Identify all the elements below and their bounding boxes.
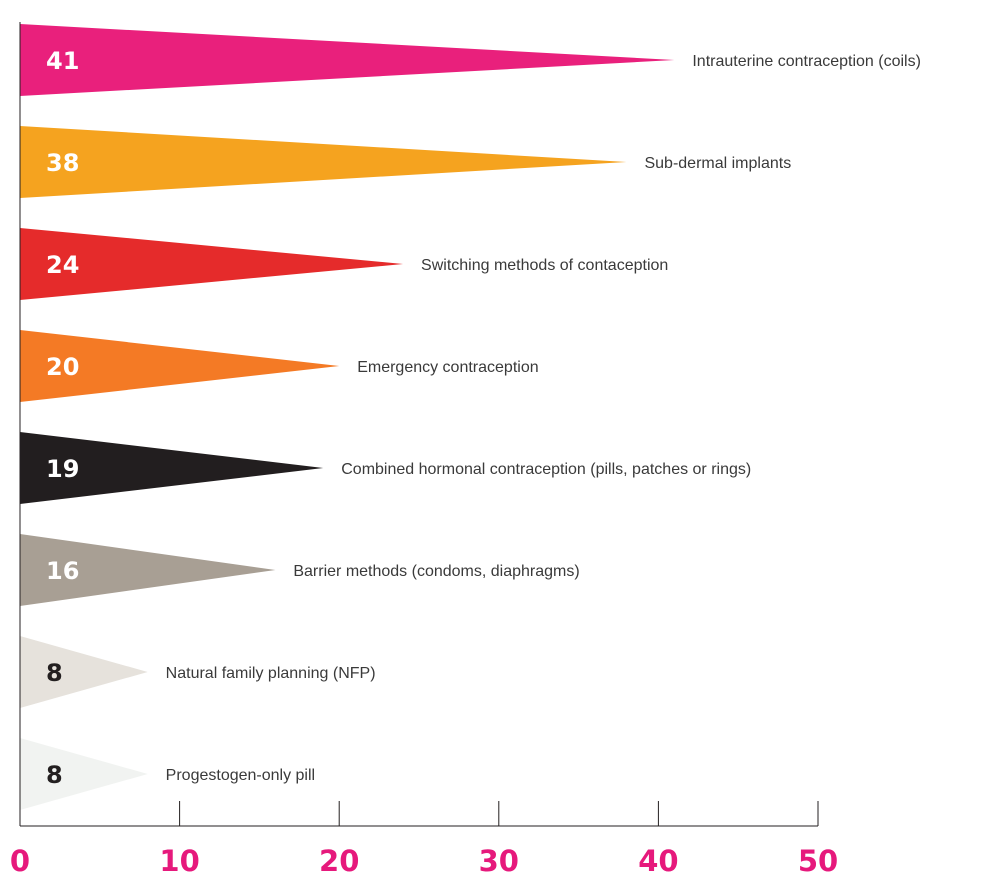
- value-label-2: 38: [46, 149, 79, 177]
- category-label-6: Barrier methods (condoms, diaphragms): [293, 563, 579, 580]
- x-tick-label-40: 40: [638, 844, 678, 872]
- value-label-4: 20: [46, 353, 79, 381]
- category-label-1: Intrauterine contraception (coils): [692, 53, 921, 70]
- value-label-5: 19: [46, 455, 79, 483]
- category-label-5: Combined hormonal contraception (pills, …: [341, 461, 751, 478]
- bars-group: 41 Intrauterine contraception (coils) 38 Su…: [20, 24, 921, 810]
- category-label-3: Switching methods of contaception: [421, 257, 668, 274]
- x-tick-label-10: 10: [159, 844, 199, 872]
- value-label-8: 8: [46, 761, 63, 789]
- bar-4: [20, 330, 340, 402]
- category-label-8: Progestogen-only pill: [166, 767, 315, 784]
- axes-group: 0 10 20 30 40 50: [10, 22, 838, 872]
- x-tick-label-30: 30: [479, 844, 519, 872]
- value-label-1: 41: [46, 47, 79, 75]
- category-label-4: Emergency contraception: [357, 359, 538, 376]
- bar-8: [20, 738, 148, 810]
- value-label-6: 16: [46, 557, 79, 585]
- bar-5: [20, 432, 324, 504]
- bar-7: [20, 636, 148, 708]
- bar-3: [20, 228, 404, 300]
- value-label-7: 8: [46, 659, 63, 687]
- bar-1: [20, 24, 675, 96]
- bar-6: [20, 534, 276, 606]
- category-label-7: Natural family planning (NFP): [166, 665, 376, 682]
- bar-2: [20, 126, 627, 198]
- category-label-2: Sub-dermal implants: [644, 155, 791, 172]
- value-label-3: 24: [46, 251, 79, 279]
- x-tick-label-20: 20: [319, 844, 359, 872]
- x-tick-label-50: 50: [798, 844, 838, 872]
- x-tick-label-0: 0: [10, 844, 30, 872]
